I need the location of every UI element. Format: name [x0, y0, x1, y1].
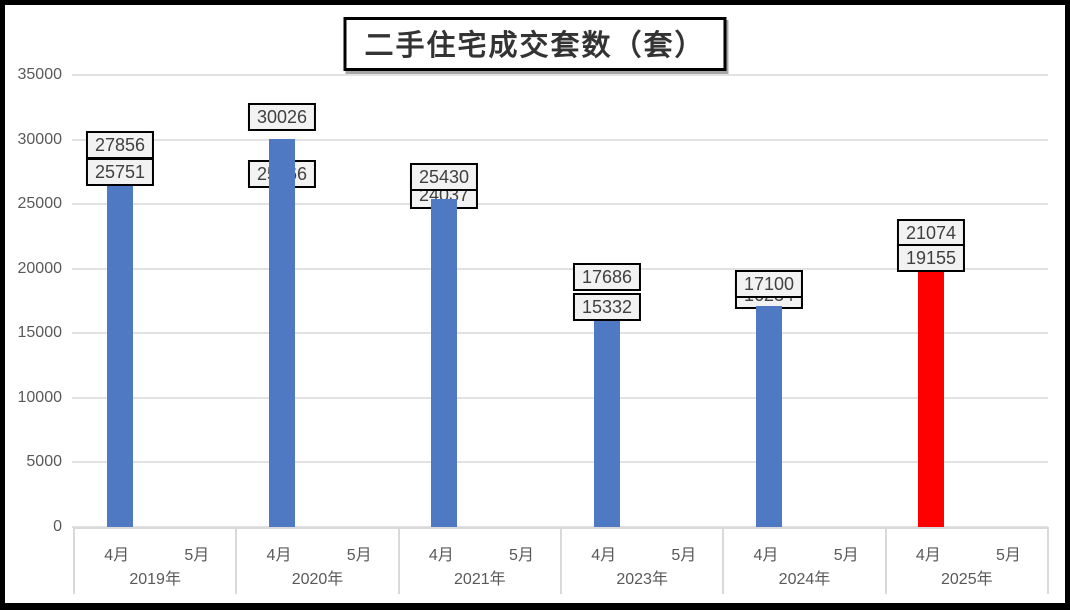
x-tick-label-2025年-4月: 4月: [915, 547, 941, 564]
y-tick-label-0: 0: [53, 518, 62, 535]
y-tick-label-35000: 35000: [17, 66, 63, 83]
value-label-2023年-4月: 17686: [572, 263, 642, 291]
value-label-2019年-4月: 27856: [85, 131, 155, 159]
gridline-15000: [72, 332, 1048, 334]
x-group-label-2024年: 2024年: [778, 571, 831, 588]
y-tick-label-15000: 15000: [17, 324, 63, 341]
value-label-2025年-4月: 21074: [896, 219, 966, 247]
axis-group-2020年: 4月 5月 2020年: [235, 529, 397, 594]
bar-2021年-5月: [431, 199, 457, 527]
gridline-10000: [72, 397, 1048, 399]
x-tick-label-2025年-5月: 5月: [996, 547, 1021, 564]
bar-2019年-5月: [107, 194, 133, 527]
bar-2025年-5月: [918, 280, 944, 527]
x-tick-label-2021年-4月: 4月: [428, 547, 454, 564]
x-group-label-2025年: 2025年: [941, 571, 993, 588]
gridline-25000: [72, 203, 1048, 205]
y-tick-label-5000: 5000: [26, 453, 62, 470]
x-group-label-2019年: 2019年: [129, 571, 181, 588]
value-label-2020年-5月: 30026: [247, 103, 317, 131]
y-tick-label-25000: 25000: [17, 195, 63, 212]
y-tick-label-10000: 10000: [17, 389, 63, 406]
axis-group-2021年: 4月 5月 2021年: [397, 529, 560, 594]
gridline-35000: [72, 74, 1048, 76]
axis-group-2025年: 4月 5月 2025年: [884, 529, 1049, 594]
x-tick-label-2020年-5月: 5月: [346, 547, 372, 564]
axis-group-2023年: 4月 5月 2023年: [559, 529, 722, 594]
x-axis-band: 4月 5月 2019年 4月 5月 2020年 4月 5月 2021年 4月 5月 2023年 4月 5月…: [73, 527, 1049, 594]
chart-title: 二手住宅成交套数（套）: [343, 17, 727, 71]
x-tick-label-2023年-4月: 4月: [591, 547, 617, 564]
bar-2020年-5月: [269, 139, 295, 527]
x-tick-label-2019年-5月: 5月: [184, 547, 210, 564]
y-axis-labels: 35000 30000 25000 20000 15000 10000 5000 0: [5, 5, 63, 603]
x-group-label-2021年: 2021年: [454, 571, 506, 588]
x-tick-label-2024年-4月: 4月: [753, 547, 779, 564]
gridline-20000: [72, 268, 1048, 270]
gridline-30000: [72, 139, 1048, 141]
x-group-label-2020年: 2020年: [291, 571, 344, 588]
value-label-2025年-5月: 19155: [896, 244, 966, 272]
value-label-2024年-5月: 17100: [734, 270, 804, 298]
x-tick-label-2024年-5月: 5月: [833, 547, 859, 564]
y-tick-label-20000: 20000: [17, 260, 63, 277]
y-tick-label-30000: 30000: [17, 131, 63, 148]
bar-2023年-5月: [594, 329, 620, 527]
plot-area: 2785625751256663002624037254301768615332…: [72, 74, 1048, 528]
value-label-2019年-5月: 25751: [85, 158, 155, 186]
value-label-2023年-5月: 15332: [572, 293, 642, 321]
x-tick-label-2023年-5月: 5月: [671, 547, 697, 564]
gridline-5000: [72, 461, 1048, 463]
x-group-label-2023年: 2023年: [616, 571, 668, 588]
value-label-2021年-5月: 25430: [409, 163, 479, 191]
axis-group-2024年: 4月 5月 2024年: [722, 529, 884, 594]
bar-2024年-5月: [756, 306, 782, 527]
axis-group-2019年: 4月 5月 2019年: [73, 529, 235, 594]
x-tick-label-2019年-4月: 4月: [104, 547, 130, 564]
x-tick-label-2020年-4月: 4月: [266, 547, 292, 564]
x-tick-label-2021年-5月: 5月: [509, 547, 534, 564]
